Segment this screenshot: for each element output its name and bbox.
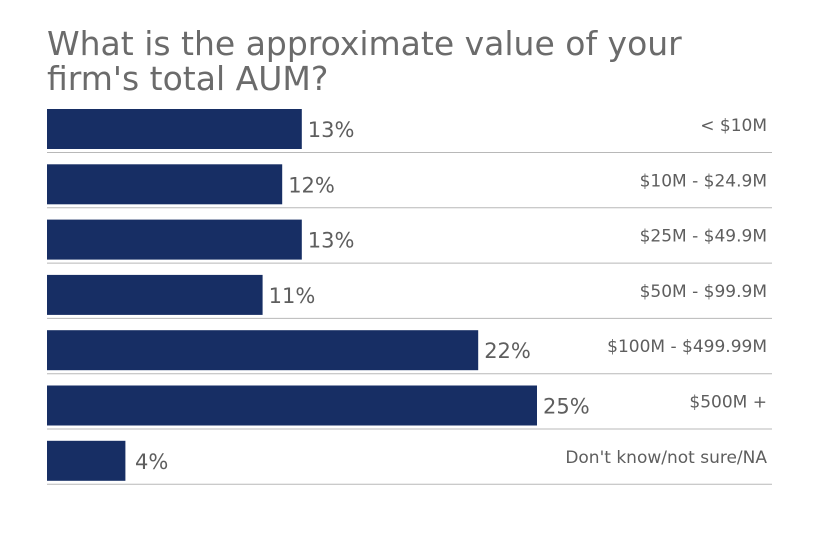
bar	[47, 385, 537, 426]
bar	[47, 164, 283, 205]
category-label: $500M +	[689, 393, 767, 413]
category-label: $50M - $99.9M	[640, 282, 767, 302]
bar-value-label: 25%	[543, 395, 590, 419]
bar	[47, 109, 302, 149]
bar-value-label: 13%	[308, 229, 355, 253]
chart-title-line-2: firm's total AUM?	[47, 59, 328, 98]
bar-value-label: 12%	[288, 173, 335, 197]
category-label: $100M - $499.99M	[607, 337, 767, 357]
bar	[47, 330, 479, 371]
bar-value-label: 13%	[308, 118, 355, 142]
bar-value-label: 11%	[269, 284, 316, 308]
bar	[47, 274, 263, 315]
bar	[47, 440, 126, 481]
bar-value-label: 4%	[135, 450, 168, 474]
category-label: Don't know/not sure/NA	[565, 448, 767, 468]
category-label: $25M - $49.9M	[640, 227, 767, 247]
category-label: < $10M	[700, 116, 767, 136]
bar-rows: 13% < $10M 12% $10M - $24.9M 13% $25M - $49.9…	[47, 109, 772, 485]
bar	[47, 219, 302, 260]
chart-title-line-1: What is the approximate value of your	[47, 24, 682, 63]
category-label: $10M - $24.9M	[640, 171, 767, 191]
bar-value-label: 22%	[484, 339, 531, 363]
